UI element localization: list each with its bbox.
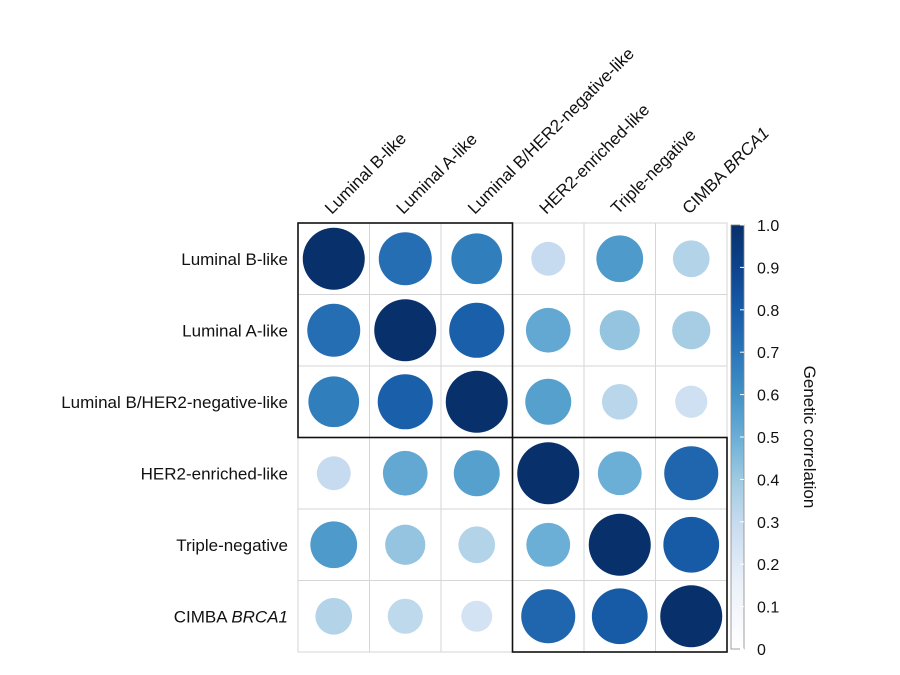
- row-label: Luminal B-like: [181, 250, 288, 269]
- correlation-circle: [316, 456, 351, 491]
- colorbar-tick-label: 0.6: [757, 388, 779, 405]
- correlation-circle: [525, 307, 571, 353]
- correlation-circle: [377, 374, 433, 430]
- correlation-circle: [385, 524, 426, 565]
- correlation-circle: [663, 516, 720, 573]
- correlation-circle: [664, 446, 719, 501]
- cluster-box: [297, 222, 514, 439]
- row-label: HER2-enriched-like: [141, 464, 288, 483]
- colorbar-tick-label: 1.0: [757, 218, 779, 235]
- colorbar-title: Genetic correlation: [800, 366, 819, 509]
- correlation-circle: [525, 378, 572, 425]
- row-label: Luminal B/HER2-negative-like: [61, 393, 288, 412]
- correlation-circle: [591, 588, 648, 645]
- correlation-circle: [599, 310, 640, 351]
- correlation-circle: [601, 383, 638, 420]
- correlation-circle: [374, 299, 437, 362]
- correlation-circle: [517, 442, 580, 505]
- correlation-circle: [461, 600, 493, 632]
- correlation-circle: [307, 303, 361, 357]
- colorbar-tick-label: 0.4: [757, 472, 779, 489]
- correlation-circle: [302, 227, 365, 290]
- colorbar-tick-label: 0.9: [757, 260, 779, 277]
- correlation-circle: [453, 450, 500, 497]
- row-label: Luminal A-like: [182, 321, 288, 340]
- colorbar-tick-label: 0.5: [757, 430, 779, 447]
- correlation-circle: [596, 235, 644, 283]
- correlation-circle: [526, 522, 571, 567]
- correlation-circle: [597, 451, 642, 496]
- colorbar-tick-label: 0.8: [757, 303, 779, 320]
- correlation-circle: [387, 598, 423, 634]
- correlation-circle: [310, 521, 358, 569]
- correlation-circle: [672, 240, 710, 278]
- correlation-circle: [315, 597, 353, 635]
- correlation-circle: [458, 526, 496, 564]
- row-label: CIMBA BRCA1: [174, 607, 288, 626]
- correlation-circle: [445, 370, 508, 433]
- correlation-circle: [308, 376, 360, 428]
- row-label: Triple-negative: [176, 536, 288, 555]
- colorbar-tick-label: 0: [757, 642, 766, 659]
- colorbar-tick-label: 0.2: [757, 557, 779, 574]
- correlation-circle: [378, 232, 432, 286]
- correlation-circle: [449, 302, 505, 358]
- correlation-circle: [588, 513, 651, 576]
- correlation-circle: [672, 311, 711, 350]
- cluster-box: [511, 436, 728, 653]
- correlation-circle: [675, 385, 708, 418]
- correlation-circle: [521, 589, 576, 644]
- colorbar-tick-label: 0.3: [757, 515, 779, 532]
- colorbar-tick-label: 0.7: [757, 345, 779, 362]
- correlation-circle: [531, 241, 566, 276]
- correlation-circle: [660, 585, 723, 648]
- correlation-circle: [451, 233, 503, 285]
- correlation-circle: [382, 450, 428, 496]
- colorbar-tick-label: 0.1: [757, 600, 779, 617]
